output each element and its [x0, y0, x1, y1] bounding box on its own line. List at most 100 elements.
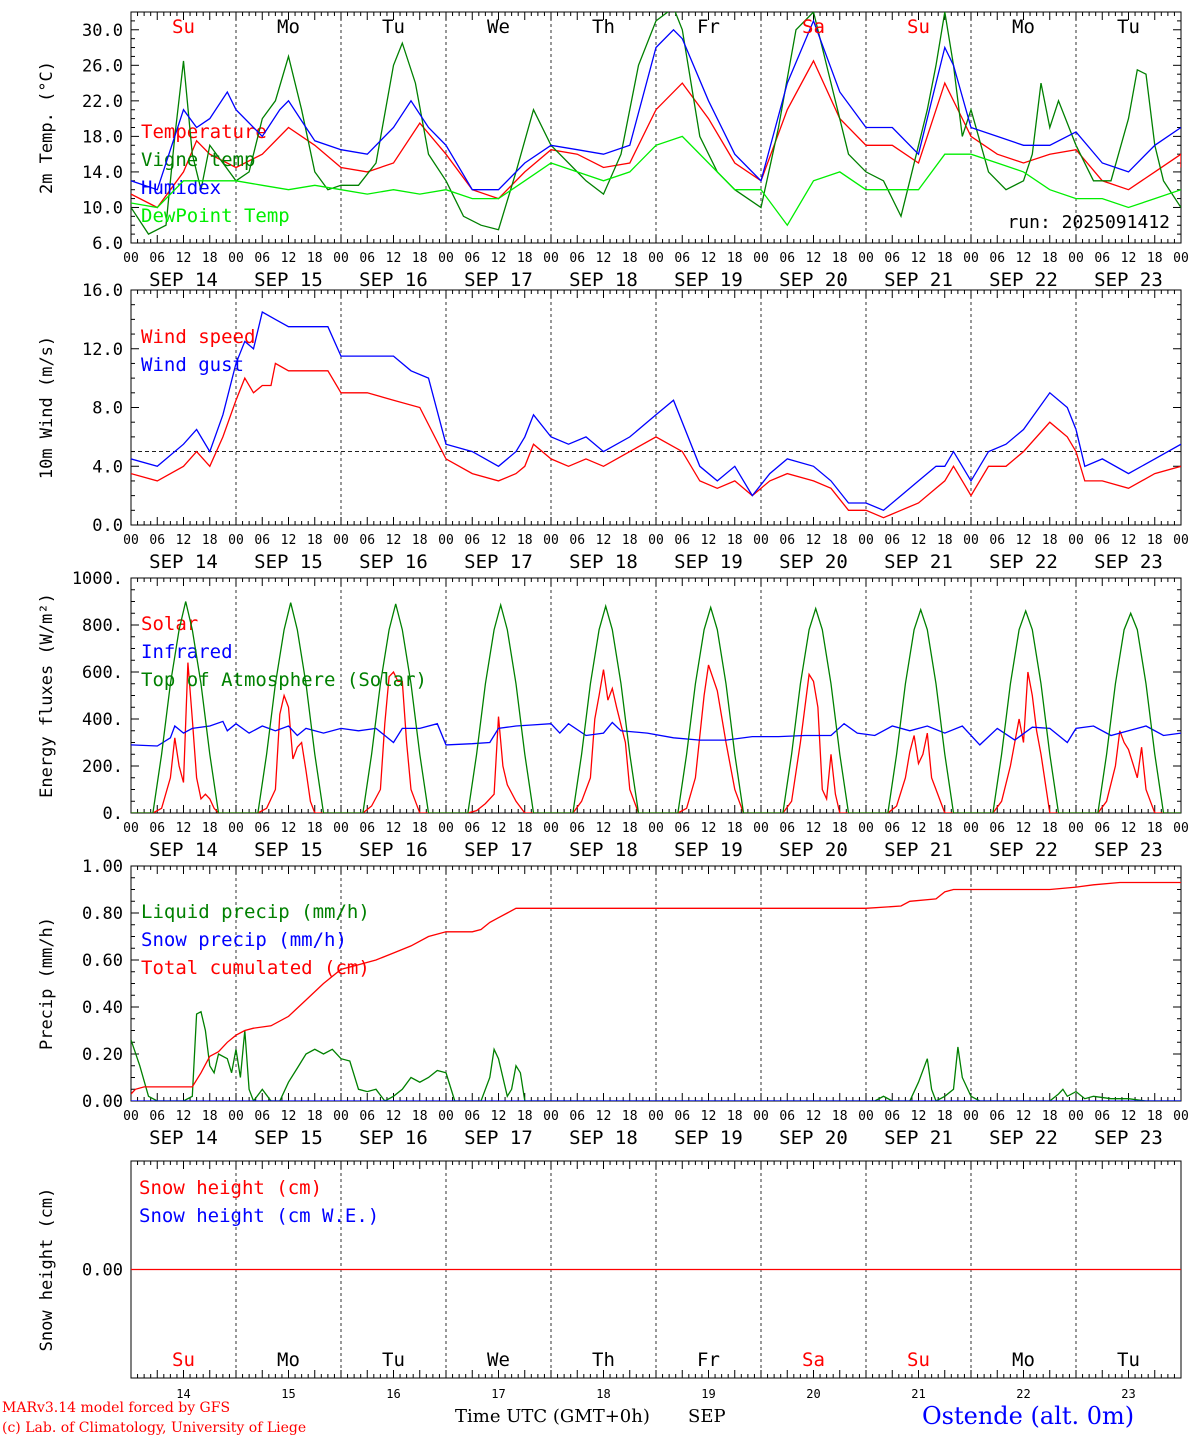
x-hour-label: 06	[1094, 1109, 1110, 1124]
x-hour-label: 00	[858, 1109, 874, 1124]
x-date-label: SEP 17	[464, 551, 533, 573]
x-hour-label: 06	[254, 533, 270, 548]
x-hour-label: 00	[123, 251, 139, 266]
x-hour-label: 12	[1016, 1109, 1032, 1124]
y-tick-label: 0.60	[82, 951, 123, 971]
x-hour-label: 18	[412, 1109, 428, 1124]
series-line-wind-speed	[131, 362, 1181, 519]
weekday-label-bottom: Mo	[1012, 1349, 1035, 1371]
x-hour-label: 06	[989, 251, 1005, 266]
x-hour-label: 18	[412, 821, 428, 836]
x-hour-label: 06	[149, 1109, 165, 1124]
x-hour-label: 00	[858, 533, 874, 548]
x-hour-label: 00	[858, 251, 874, 266]
weekday-label-top: Su	[172, 16, 195, 38]
panel-4: 0.00 0.20 0.40 0.60 0.80 1.00 Precip (mm/h) Liq…	[37, 857, 1189, 1149]
y-tick-label: 400.	[82, 710, 123, 730]
x-hour-label: 18	[727, 821, 743, 836]
x-date-label: SEP 16	[359, 839, 428, 861]
panel-1: 6.0 10.0 14.0 18.0 22.0 26.0 30.0 2m Temp. (°C)…	[37, 11, 1189, 291]
y-tick-label: 0.80	[82, 904, 123, 924]
x-hour-label: 06	[884, 533, 900, 548]
x-hour-label: 00	[1068, 533, 1084, 548]
y-tick-label: 0.00	[82, 1092, 123, 1112]
x-hour-label: 18	[1042, 821, 1058, 836]
x-date-label: SEP 20	[779, 839, 848, 861]
x-hour-label: 18	[307, 821, 323, 836]
x-hour-label: 06	[779, 821, 795, 836]
x-hour-label: 00	[963, 1109, 979, 1124]
lab-credit: (c) Lab. of Climatology, University of L…	[2, 1420, 307, 1436]
x-hour-label: 18	[517, 251, 533, 266]
x-hour-label: 12	[911, 1109, 927, 1124]
series-line-total-cumulated-cm-	[131, 881, 1181, 1095]
x-hour-label: 18	[832, 821, 848, 836]
y-tick-label: 200.	[82, 757, 123, 777]
x-hour-label: 00	[648, 251, 664, 266]
x-hour-label: 12	[176, 821, 192, 836]
x-hour-label: 00	[1173, 1109, 1189, 1124]
x-date-label: SEP 20	[779, 1127, 848, 1149]
x-hour-label: 00	[438, 533, 454, 548]
legend-entry: DewPoint Temp	[141, 205, 290, 227]
x-hour-label: 12	[1121, 821, 1137, 836]
x-date-label: SEP 18	[569, 269, 638, 291]
y-axis-label: 10m Wind (m/s)	[37, 336, 57, 479]
x-hour-label: 06	[359, 1109, 375, 1124]
series-line-solar	[131, 662, 1181, 813]
x-hour-label: 06	[674, 1109, 690, 1124]
x-hour-label: 18	[307, 533, 323, 548]
x-hour-label: 00	[1068, 251, 1084, 266]
legend-entry: Snow precip (mm/h)	[141, 929, 347, 951]
x-hour-label: 18	[727, 1109, 743, 1124]
x-date-label: SEP 21	[884, 1127, 953, 1149]
day-number-label: 22	[1016, 1387, 1030, 1401]
y-tick-label: 26.0	[82, 56, 123, 76]
x-hour-label: 18	[202, 533, 218, 548]
x-hour-label: 18	[622, 251, 638, 266]
weekday-label-bottom: Tu	[382, 1349, 405, 1371]
panel-3: 0. 200. 400. 600. 800. 1000. Energy fluxes (W/…	[37, 569, 1189, 861]
legend-entry: Vigne temp	[141, 149, 255, 171]
weekday-label-bottom: Th	[592, 1349, 615, 1371]
x-hour-label: 00	[648, 821, 664, 836]
y-tick-label: 22.0	[82, 92, 123, 112]
weekday-label-top: Fr	[697, 16, 720, 38]
x-hour-label: 00	[333, 821, 349, 836]
x-date-label: SEP 14	[149, 839, 218, 861]
x-hour-label: 00	[1068, 821, 1084, 836]
x-hour-label: 18	[1042, 533, 1058, 548]
series-line-humidex	[131, 19, 1181, 191]
x-date-label: SEP 16	[359, 269, 428, 291]
x-hour-label: 06	[569, 821, 585, 836]
x-hour-label: 12	[386, 821, 402, 836]
x-hour-label: 12	[911, 821, 927, 836]
x-date-label: SEP 17	[464, 269, 533, 291]
y-tick-label: 1.00	[82, 857, 123, 877]
x-date-label: SEP 19	[674, 551, 743, 573]
y-tick-label: 0.20	[82, 1045, 123, 1065]
x-date-label: SEP 19	[674, 839, 743, 861]
x-hour-label: 00	[753, 251, 769, 266]
x-hour-label: 00	[753, 533, 769, 548]
x-hour-label: 12	[911, 251, 927, 266]
legend-entry: Snow height (cm W.E.)	[139, 1205, 379, 1227]
x-hour-label: 00	[543, 821, 559, 836]
month-label: SEP	[688, 1406, 726, 1427]
x-hour-label: 06	[149, 533, 165, 548]
weekday-label-top: Mo	[277, 16, 300, 38]
weekday-label-top: Mo	[1012, 16, 1035, 38]
weekday-label-top: We	[487, 16, 510, 38]
y-tick-label: 8.0	[92, 399, 123, 419]
y-tick-label: 6.0	[92, 234, 123, 254]
x-hour-label: 12	[176, 251, 192, 266]
x-hour-label: 06	[464, 1109, 480, 1124]
x-hour-label: 12	[1121, 533, 1137, 548]
x-hour-label: 18	[727, 251, 743, 266]
x-hour-label: 18	[1147, 533, 1163, 548]
legend-entry: Wind gust	[141, 354, 244, 376]
x-hour-label: 00	[858, 821, 874, 836]
x-hour-label: 00	[753, 821, 769, 836]
x-hour-label: 12	[701, 533, 717, 548]
x-hour-label: 00	[1068, 1109, 1084, 1124]
